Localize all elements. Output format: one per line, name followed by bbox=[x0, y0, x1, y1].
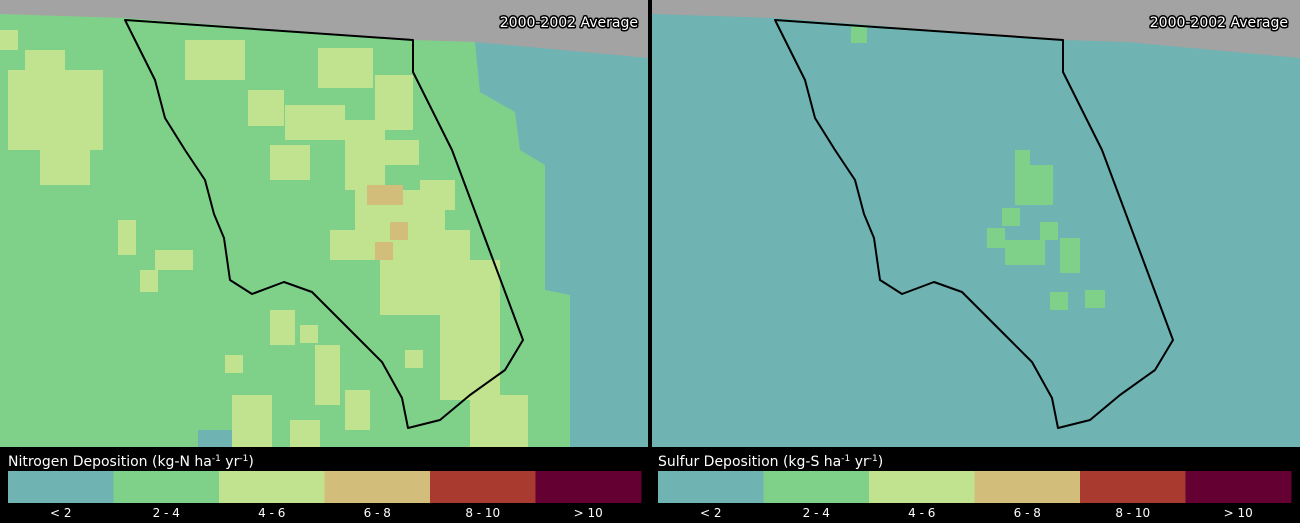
legend-title-part: yr bbox=[850, 454, 869, 470]
legend-swatch bbox=[869, 471, 975, 503]
divider bbox=[648, 0, 652, 447]
legend-label: 2 - 4 bbox=[153, 506, 180, 520]
legend-swatch bbox=[8, 471, 114, 503]
legend-label: 4 - 6 bbox=[258, 506, 285, 520]
period-label: 2000-2002 Average bbox=[1150, 15, 1288, 31]
legend-swatch bbox=[658, 471, 764, 503]
legend-title: Nitrogen Deposition (kg-N ha-1 yr-1) bbox=[8, 454, 254, 470]
legend-swatch bbox=[219, 471, 325, 503]
legend-label: 8 - 10 bbox=[465, 506, 500, 520]
superscript: -1 bbox=[869, 454, 878, 464]
legend-label: 6 - 8 bbox=[1014, 506, 1041, 520]
legend-swatch bbox=[535, 471, 642, 503]
legend-label: < 2 bbox=[50, 506, 72, 520]
legend-swatch bbox=[974, 471, 1081, 503]
legend-title-part: ) bbox=[248, 454, 253, 470]
legend-swatch bbox=[430, 471, 536, 503]
legend-label: 2 - 4 bbox=[803, 506, 830, 520]
superscript: -1 bbox=[239, 454, 248, 464]
legend-label: 6 - 8 bbox=[364, 506, 391, 520]
legend-swatch bbox=[1185, 471, 1292, 503]
legend-swatch bbox=[763, 471, 870, 503]
superscript: -1 bbox=[212, 454, 221, 464]
sulfur-map bbox=[652, 0, 1300, 447]
legend-title-part: Sulfur Deposition (kg-S ha bbox=[658, 454, 841, 470]
legend-swatch bbox=[1080, 471, 1186, 503]
legend-label: > 10 bbox=[1224, 506, 1253, 520]
legend-swatch bbox=[113, 471, 220, 503]
legend-label: 4 - 6 bbox=[908, 506, 935, 520]
nitrogen-map bbox=[0, 0, 648, 447]
legend-label: 8 - 10 bbox=[1115, 506, 1150, 520]
legend-label: < 2 bbox=[700, 506, 722, 520]
superscript: -1 bbox=[841, 454, 850, 464]
legend-title: Sulfur Deposition (kg-S ha-1 yr-1) bbox=[658, 454, 883, 470]
period-label: 2000-2002 Average bbox=[500, 15, 638, 31]
legend-label: > 10 bbox=[574, 506, 603, 520]
legend-title-part: ) bbox=[878, 454, 883, 470]
legend-swatch bbox=[324, 471, 431, 503]
legend-title-part: yr bbox=[221, 454, 240, 470]
legend-title-part: Nitrogen Deposition (kg-N ha bbox=[8, 454, 212, 470]
